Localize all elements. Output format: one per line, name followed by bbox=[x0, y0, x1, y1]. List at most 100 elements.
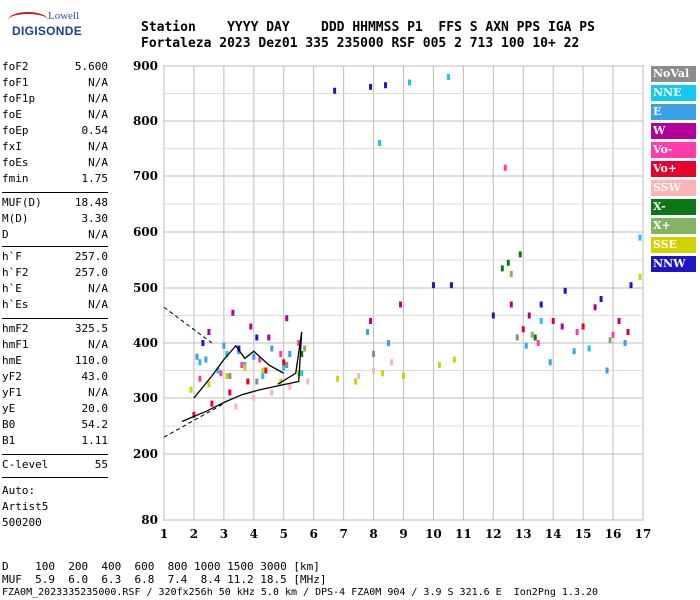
param-row: foE N/A bbox=[2, 108, 108, 123]
data-point bbox=[387, 340, 391, 346]
data-point bbox=[204, 356, 208, 363]
logo-brand-top: Lowell bbox=[48, 10, 80, 22]
data-point bbox=[521, 326, 525, 333]
param-row: B0 54.2 bbox=[2, 418, 108, 433]
param-key: foF2 bbox=[2, 60, 29, 73]
legend-item: SSE bbox=[651, 237, 696, 253]
param-row: h`F 257.0 bbox=[2, 250, 108, 265]
data-point bbox=[372, 351, 376, 357]
data-point bbox=[279, 351, 283, 357]
data-point bbox=[503, 164, 507, 171]
data-point bbox=[437, 362, 441, 368]
param-row: yF1 N/A bbox=[2, 386, 108, 401]
data-point bbox=[407, 79, 411, 86]
data-point bbox=[336, 375, 340, 382]
param-value: N/A bbox=[88, 92, 108, 105]
param-row: h`E N/A bbox=[2, 282, 108, 297]
data-point bbox=[605, 367, 609, 374]
param-value: 3.30 bbox=[81, 212, 109, 225]
data-point bbox=[390, 359, 394, 366]
data-point bbox=[234, 403, 238, 410]
param-row: foF1p N/A bbox=[2, 92, 108, 107]
file-info: FZA0M_2023335235000.RSF / 320fx256h 50 k… bbox=[2, 587, 599, 598]
param-key: h`E bbox=[2, 282, 22, 295]
param-value: 257.0 bbox=[74, 250, 108, 263]
data-point bbox=[551, 318, 555, 324]
data-point bbox=[524, 342, 528, 349]
param-key: foF1p bbox=[2, 92, 36, 105]
data-point bbox=[560, 323, 564, 330]
y-tick-label: 300 bbox=[133, 391, 158, 405]
data-point bbox=[261, 367, 265, 374]
y-tick-label: 200 bbox=[133, 447, 158, 461]
data-point bbox=[381, 370, 385, 377]
data-point bbox=[192, 411, 196, 418]
y-tick-label: 80 bbox=[141, 513, 158, 527]
header-labels: Station YYYY DAY DDD HHMMSS P1 FFS S AXN… bbox=[141, 20, 595, 35]
data-point bbox=[623, 340, 627, 346]
data-point bbox=[303, 345, 307, 352]
data-point bbox=[282, 364, 286, 371]
param-separator bbox=[2, 318, 108, 319]
data-point bbox=[449, 282, 453, 289]
x-tick-label: 7 bbox=[339, 527, 347, 541]
param-key: yF1 bbox=[2, 386, 22, 399]
data-point bbox=[240, 362, 244, 368]
param-value: N/A bbox=[88, 108, 108, 121]
data-point bbox=[288, 351, 292, 357]
data-point bbox=[282, 359, 286, 366]
param-key: foEs bbox=[2, 156, 29, 169]
x-tick-label: 11 bbox=[455, 527, 472, 541]
muf-row: MUF 5.9 6.0 6.3 6.8 7.4 8.4 11.2 18.5 [M… bbox=[2, 573, 327, 586]
profile-dashed-lower bbox=[163, 403, 225, 438]
param-row: hmF1 N/A bbox=[2, 338, 108, 353]
data-point bbox=[189, 386, 193, 393]
x-tick-label: 16 bbox=[605, 527, 622, 541]
data-point bbox=[431, 282, 435, 289]
param-separator bbox=[2, 192, 108, 193]
x-tick-label: 2 bbox=[190, 527, 198, 541]
data-point bbox=[243, 364, 247, 371]
y-tick-label: 600 bbox=[133, 225, 158, 239]
legend-item: X- bbox=[651, 199, 696, 215]
param-value: 20.0 bbox=[81, 402, 109, 415]
x-tick-label: 1 bbox=[160, 527, 168, 541]
param-value: 325.5 bbox=[74, 322, 108, 335]
param-key: fmin bbox=[2, 172, 29, 185]
data-point bbox=[228, 373, 232, 379]
data-point bbox=[258, 356, 262, 363]
data-point bbox=[446, 74, 450, 80]
data-point bbox=[587, 345, 591, 352]
trace-curve bbox=[181, 331, 303, 423]
profile-dashed-upper bbox=[163, 306, 213, 344]
data-point bbox=[297, 340, 301, 346]
data-point bbox=[357, 373, 361, 379]
param-value: 110.0 bbox=[74, 354, 108, 367]
data-point bbox=[249, 323, 253, 330]
data-point bbox=[252, 395, 256, 401]
data-point bbox=[593, 304, 597, 311]
param-key: hmF2 bbox=[2, 322, 29, 335]
x-tick-label: 13 bbox=[515, 527, 532, 541]
param-value: N/A bbox=[88, 386, 108, 399]
param-key: B0 bbox=[2, 418, 16, 431]
legend-item: NNW bbox=[651, 256, 696, 272]
param-value: 54.2 bbox=[81, 418, 109, 431]
data-point bbox=[509, 301, 513, 308]
param-value: 1.75 bbox=[81, 172, 109, 185]
param-separator bbox=[2, 477, 108, 478]
param-row: foF2 5.600 bbox=[2, 60, 108, 75]
header-values: Fortaleza 2023 Dez01 335 235000 RSF 005 … bbox=[141, 36, 580, 51]
param-key: foF1 bbox=[2, 76, 29, 89]
param-row: fxI N/A bbox=[2, 140, 108, 155]
param-row: yF2 43.0 bbox=[2, 370, 108, 385]
legend-item: Vo- bbox=[651, 142, 696, 158]
data-point bbox=[617, 318, 621, 324]
data-point bbox=[237, 345, 241, 352]
artist-label: Artist5 bbox=[2, 500, 49, 513]
data-point bbox=[216, 367, 220, 374]
data-point bbox=[207, 381, 211, 388]
lowell-digisonde-logo: Lowell DIGISONDE bbox=[8, 10, 128, 40]
param-value: 43.0 bbox=[81, 370, 109, 383]
